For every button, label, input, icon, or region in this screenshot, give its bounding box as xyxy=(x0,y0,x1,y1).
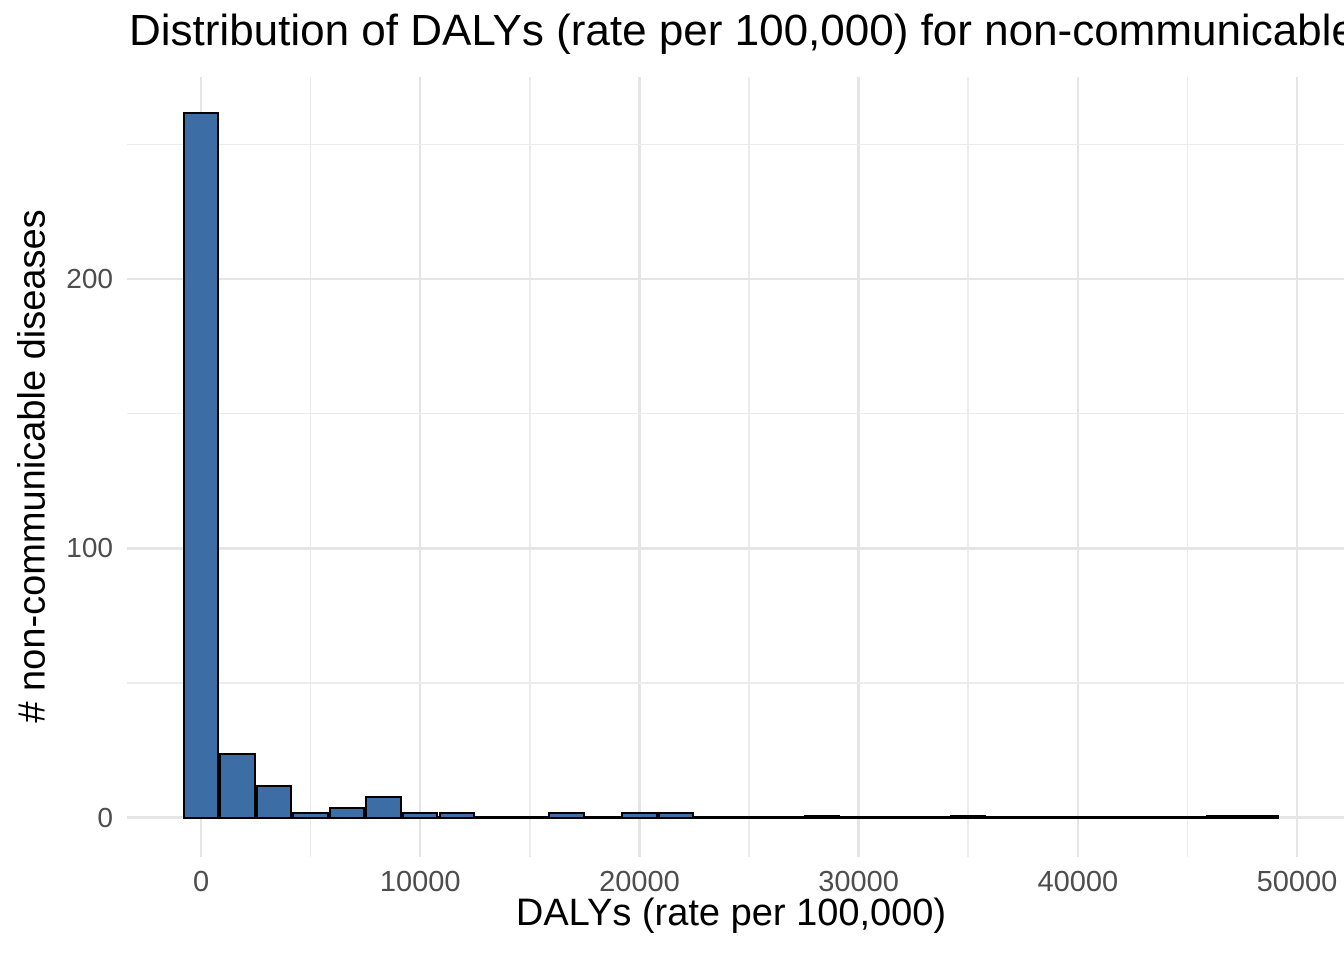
x-minor-gridline xyxy=(529,77,531,857)
x-major-gridline xyxy=(857,77,860,857)
histogram-bar xyxy=(548,812,585,819)
histogram-bar xyxy=(1242,814,1279,819)
histogram-bar xyxy=(621,812,658,819)
x-tick-label: 10000 xyxy=(379,866,461,898)
x-minor-gridline xyxy=(309,77,312,857)
x-major-gridline xyxy=(638,77,641,857)
histogram-bar xyxy=(219,753,256,819)
y-tick-label: 100 xyxy=(66,532,113,564)
x-minor-gridline xyxy=(967,77,969,857)
histogram-bar xyxy=(182,112,220,819)
x-tick-label: 20000 xyxy=(599,866,680,898)
histogram-bar xyxy=(438,812,476,819)
histogram-bar xyxy=(401,812,439,819)
x-major-gridline xyxy=(1076,77,1080,857)
x-minor-gridline xyxy=(1186,77,1189,857)
histogram-bar xyxy=(255,785,293,819)
histogram-bar xyxy=(365,796,402,819)
plot-title: Distribution of DALYs (rate per 100,000)… xyxy=(129,6,1344,55)
x-major-gridline xyxy=(418,77,422,857)
y-tick-label: 0 xyxy=(97,801,113,833)
histogram-baseline xyxy=(182,816,1279,819)
y-minor-gridline xyxy=(127,143,1344,146)
x-major-gridline xyxy=(1295,77,1299,857)
histogram-bar xyxy=(1205,814,1243,819)
y-tick-label: 200 xyxy=(66,263,113,294)
x-tick-label: 40000 xyxy=(1037,866,1119,898)
histogram-bar xyxy=(803,814,841,819)
x-minor-gridline xyxy=(748,77,750,857)
y-minor-gridline xyxy=(127,682,1344,684)
y-major-gridline xyxy=(127,547,1344,550)
y-minor-gridline xyxy=(127,412,1344,415)
y-major-gridline xyxy=(127,277,1344,281)
x-axis-title: DALYs (rate per 100,000) xyxy=(515,892,947,934)
x-tick-label: 50000 xyxy=(1256,866,1338,898)
histogram-bar xyxy=(292,812,329,819)
plot-panel xyxy=(127,77,1344,857)
x-tick-label: 30000 xyxy=(818,866,899,898)
histogram-bar xyxy=(657,812,695,819)
x-tick-label: 0 xyxy=(192,866,210,898)
histogram-bar xyxy=(328,806,366,819)
histogram-bar xyxy=(949,814,987,819)
